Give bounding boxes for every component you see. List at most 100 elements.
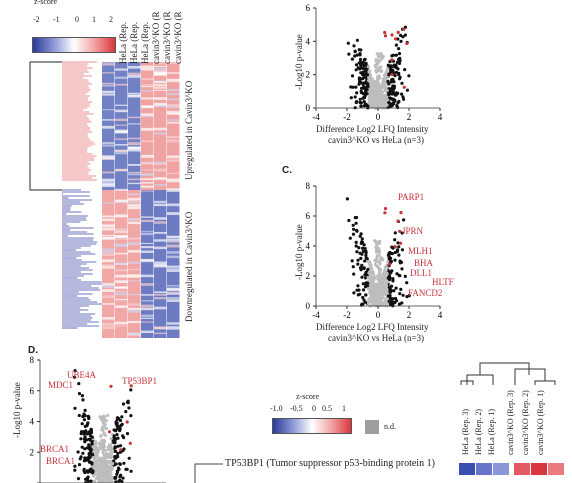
heatmap-stripe	[128, 201, 141, 204]
data-point	[379, 65, 383, 69]
panel-d-scale-title: z-score	[296, 392, 320, 401]
data-point	[373, 259, 377, 263]
heatmap-stripe	[128, 75, 141, 78]
data-point	[363, 86, 367, 90]
heatmap-stripe	[154, 161, 167, 164]
data-point	[400, 267, 404, 271]
highlight-point	[402, 27, 406, 31]
heatmap-stripe	[128, 276, 141, 278]
data-point	[400, 231, 404, 235]
data-point	[359, 232, 363, 236]
data-point	[355, 250, 359, 254]
volcano-c-ylabel: -Log10 p-value	[294, 224, 304, 280]
data-point	[116, 454, 120, 459]
data-point	[388, 301, 392, 305]
data-point	[385, 67, 390, 71]
data-point	[361, 249, 365, 253]
data-point	[110, 450, 114, 454]
data-point	[357, 288, 361, 292]
data-point	[115, 427, 119, 431]
data-point	[113, 445, 117, 449]
heatmap-stripe	[141, 321, 154, 323]
heatmap-stripe	[167, 62, 180, 65]
data-point	[77, 392, 82, 396]
heatmap-stripe	[141, 308, 154, 311]
gene-label-ube4a: UBE4A	[67, 370, 96, 380]
data-point	[81, 398, 85, 402]
heatmap-stripe	[154, 62, 167, 65]
heatmap-stripe	[115, 144, 128, 146]
highlight-point	[125, 420, 129, 424]
heatmap-column-upper	[154, 62, 167, 190]
heatmap-stripe	[154, 70, 167, 72]
data-point	[365, 283, 369, 287]
highlight-point	[129, 384, 133, 388]
mini-heatmap-cell	[548, 463, 564, 475]
highlight-point	[119, 448, 123, 452]
heatmap-stripe	[128, 221, 141, 225]
heatmap-stripe	[102, 323, 115, 326]
data-point	[358, 57, 363, 62]
heatmap-stripe	[141, 300, 154, 302]
x-tick-label: 2	[407, 112, 412, 122]
heatmap-scale-tick-3: 1	[92, 15, 96, 24]
gene-label-jprn: JPRN	[402, 226, 424, 236]
mini-col-label-2: HeLa (Rep. 1)	[487, 409, 496, 455]
data-point	[376, 66, 380, 70]
heatmap-stripe	[128, 206, 141, 210]
highlight-point	[390, 33, 394, 37]
data-point	[366, 267, 370, 271]
data-point	[380, 256, 384, 260]
heatmap-stripe	[128, 178, 141, 181]
heatmap-stripe	[141, 173, 154, 176]
data-point	[365, 73, 370, 77]
data-point	[124, 410, 128, 414]
panel-c: C. -4 -2 0 2 4 0 2 4 6 8 -Log10 p-value Differenc…	[280, 160, 460, 350]
data-point	[375, 52, 379, 56]
heatmap-stripe	[167, 326, 180, 330]
data-point	[394, 43, 398, 47]
data-point	[129, 414, 133, 418]
data-point	[368, 100, 372, 104]
protein-label: TP53BP1 (Tumor suppressor p53-binding pr…	[225, 458, 435, 469]
data-point	[394, 53, 398, 57]
data-point	[353, 95, 357, 99]
data-point	[358, 292, 362, 296]
data-point	[401, 35, 405, 39]
heatmap-stripe	[102, 182, 115, 186]
data-point	[370, 87, 375, 91]
data-point	[114, 480, 118, 483]
heatmap-stripe	[154, 89, 167, 91]
data-point	[113, 476, 117, 480]
heatmap-stripe	[154, 127, 167, 129]
volcano-c-xlabel-2: cavin3^KO vs HeLa (n=3)	[328, 333, 425, 343]
data-point	[364, 276, 368, 280]
data-point	[400, 81, 404, 85]
heatmap-stripe	[102, 227, 115, 231]
volcano-top-xlabel-1: Difference Log2 LFQ Intensity	[316, 124, 429, 134]
volcano-c-plot: -4 -2 0 2 4 0 2 4 6 8	[306, 181, 443, 320]
heatmap-stripe	[141, 162, 154, 165]
highlight-point	[390, 72, 394, 77]
data-point	[383, 292, 387, 296]
data-point	[394, 286, 398, 290]
heatmap-stripe	[102, 90, 115, 94]
data-point	[382, 288, 386, 292]
data-point	[102, 466, 106, 470]
y-tick-label: 2	[306, 70, 311, 80]
volcano-d-plot: 2 4 6 8	[30, 355, 166, 483]
data-point	[354, 100, 358, 105]
volcano-d-ylabel: -Log10 p-value	[12, 382, 22, 438]
data-point	[357, 82, 361, 86]
data-point	[89, 479, 93, 483]
data-point	[372, 275, 376, 279]
data-point	[101, 441, 106, 446]
y-tick-label: 6	[30, 386, 35, 396]
data-point	[396, 67, 400, 71]
data-point	[91, 474, 96, 478]
data-point	[363, 300, 367, 304]
heatmap-stripe	[102, 234, 115, 236]
data-point	[349, 85, 353, 89]
y-tick-label: 8	[306, 181, 311, 191]
heatmap-stripe	[128, 309, 141, 313]
